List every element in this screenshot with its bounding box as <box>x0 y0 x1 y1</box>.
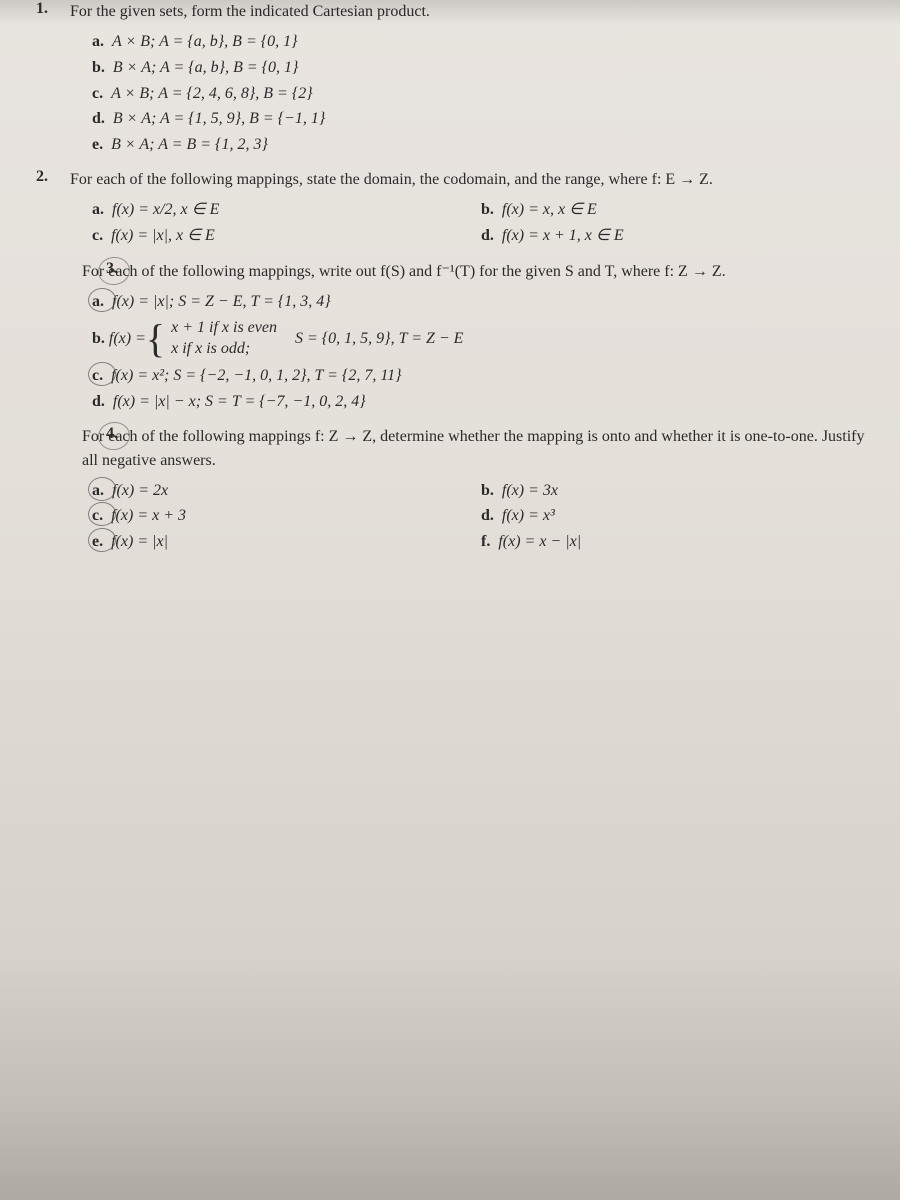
p3-a-label: a. <box>92 290 104 315</box>
p4-a-body: f(x) = 2x <box>112 482 168 499</box>
p2-item-b: b. f(x) = x, x ∈ E <box>481 198 870 223</box>
p1-item-e: e. B × A; A = B = {1, 2, 3} <box>92 133 870 158</box>
p4-b-body: f(x) = 3x <box>502 482 558 499</box>
p1-d-label: d. <box>92 110 105 127</box>
problem-4-text: For each of the following mappings f: Z … <box>82 425 870 473</box>
p1-b-label: b. <box>92 59 105 76</box>
p4-b-label: b. <box>481 482 494 499</box>
problem-3-text: For each of the following mappings, writ… <box>82 260 726 284</box>
problem-4: 4. For each of the following mappings f:… <box>70 425 870 556</box>
problem-3-header: 3. For each of the following mappings, w… <box>70 260 870 284</box>
p3-b-tail: S = {0, 1, 5, 9}, T = Z − E <box>295 327 463 352</box>
p2-a-label: a. <box>92 201 104 218</box>
p1-item-a: a. A × B; A = {a, b}, B = {0, 1} <box>92 30 870 55</box>
p3-b-piecewise: x + 1 if x is even x if x is odd; <box>171 318 277 360</box>
problem-2: 2. For each of the following mappings, s… <box>70 168 870 250</box>
p2-b-body: f(x) = x, x ∈ E <box>502 201 597 218</box>
p1-item-b: b. B × A; A = {a, b}, B = {0, 1} <box>92 56 870 81</box>
p3-item-a: a. f(x) = |x|; S = Z − E, T = {1, 3, 4} <box>92 290 870 315</box>
problem-3-items: a. f(x) = |x|; S = Z − E, T = {1, 3, 4} … <box>92 290 870 415</box>
problem-2-items: a. f(x) = x/2, x ∈ E b. f(x) = x, x ∈ E … <box>92 198 870 250</box>
problem-2-header: 2. For each of the following mappings, s… <box>70 168 870 192</box>
problem-2-text: For each of the following mappings, stat… <box>70 168 713 192</box>
p3-b-line2: x if x is odd; <box>171 339 277 360</box>
p4-f-label: f. <box>481 533 490 550</box>
p2-a-body: f(x) = x/2, x ∈ E <box>112 201 219 218</box>
p3-d-body: f(x) = |x| − x; S = T = {−7, −1, 0, 2, 4… <box>113 393 366 410</box>
p3-b-lead: f(x) = <box>109 327 146 352</box>
page-bottom-shadow <box>0 950 900 1200</box>
p4-d-body: f(x) = x³ <box>502 507 555 524</box>
p1-c-body: A × B; A = {2, 4, 6, 8}, B = {2} <box>111 85 313 102</box>
p1-e-label: e. <box>92 136 103 153</box>
p3-d-label: d. <box>92 393 105 410</box>
p4-d-label: d. <box>481 507 494 524</box>
problem-4-header: 4. For each of the following mappings f:… <box>70 425 870 473</box>
p1-item-d: d. B × A; A = {1, 5, 9}, B = {−1, 1} <box>92 107 870 132</box>
p1-a-body: A × B; A = {a, b}, B = {0, 1} <box>112 33 298 50</box>
brace-icon: { <box>146 321 165 357</box>
problem-3: 3. For each of the following mappings, w… <box>70 260 870 415</box>
p1-b-body: B × A; A = {a, b}, B = {0, 1} <box>113 59 299 76</box>
p4-f-body: f(x) = x − |x| <box>498 533 581 550</box>
p4-item-f: f. f(x) = x − |x| <box>481 530 870 555</box>
problem-1-header: 1. For the given sets, form the indicate… <box>70 0 870 24</box>
p2-d-body: f(x) = x + 1, x ∈ E <box>502 227 624 244</box>
p4-item-e: e. f(x) = |x| <box>92 530 481 555</box>
p2-d-label: d. <box>481 227 494 244</box>
p3-item-c: c. f(x) = x²; S = {−2, −1, 0, 1, 2}, T =… <box>92 364 870 389</box>
p4-a-label: a. <box>92 479 104 504</box>
p2-c-body: f(x) = |x|, x ∈ E <box>111 227 215 244</box>
p2-item-a: a. f(x) = x/2, x ∈ E <box>92 198 481 223</box>
p4-e-body: f(x) = |x| <box>111 533 168 550</box>
problem-4-number: 4. <box>106 425 118 443</box>
p3-c-body: f(x) = x²; S = {−2, −1, 0, 1, 2}, T = {2… <box>111 367 401 384</box>
p2-b-label: b. <box>481 201 494 218</box>
p3-item-b: b. f(x) = { x + 1 if x is even x if x is… <box>92 318 870 360</box>
p3-b-line1: x + 1 if x is even <box>171 318 277 339</box>
textbook-page: 1. For the given sets, form the indicate… <box>0 0 900 1200</box>
problem-3-number: 3. <box>106 260 118 278</box>
p3-item-d: d. f(x) = |x| − x; S = T = {−7, −1, 0, 2… <box>92 390 870 415</box>
problem-1-items: a. A × B; A = {a, b}, B = {0, 1} b. B × … <box>92 30 870 158</box>
p3-b-label: b. <box>92 327 105 352</box>
p2-c-label: c. <box>92 227 103 244</box>
problem-1: 1. For the given sets, form the indicate… <box>70 0 870 158</box>
p4-c-label: c. <box>92 504 103 529</box>
p4-item-a: a. f(x) = 2x <box>92 479 481 504</box>
p1-d-body: B × A; A = {1, 5, 9}, B = {−1, 1} <box>113 110 325 127</box>
p2-item-d: d. f(x) = x + 1, x ∈ E <box>481 224 870 249</box>
p4-item-b: b. f(x) = 3x <box>481 479 870 504</box>
problem-2-number: 2. <box>36 168 48 186</box>
p1-item-c: c. A × B; A = {2, 4, 6, 8}, B = {2} <box>92 82 870 107</box>
p1-e-body: B × A; A = B = {1, 2, 3} <box>111 136 268 153</box>
p2-item-c: c. f(x) = |x|, x ∈ E <box>92 224 481 249</box>
p4-item-d: d. f(x) = x³ <box>481 504 870 529</box>
p3-c-label: c. <box>92 364 103 389</box>
problem-4-items: a. f(x) = 2x b. f(x) = 3x c. f(x) = x + … <box>92 479 870 556</box>
problem-1-number: 1. <box>36 0 48 18</box>
p4-item-c: c. f(x) = x + 3 <box>92 504 481 529</box>
problem-1-text: For the given sets, form the indicated C… <box>70 0 430 24</box>
p1-c-label: c. <box>92 85 103 102</box>
p3-a-body: f(x) = |x|; S = Z − E, T = {1, 3, 4} <box>112 293 331 310</box>
p1-a-label: a. <box>92 33 104 50</box>
p4-e-label: e. <box>92 530 103 555</box>
p4-c-body: f(x) = x + 3 <box>111 507 186 524</box>
